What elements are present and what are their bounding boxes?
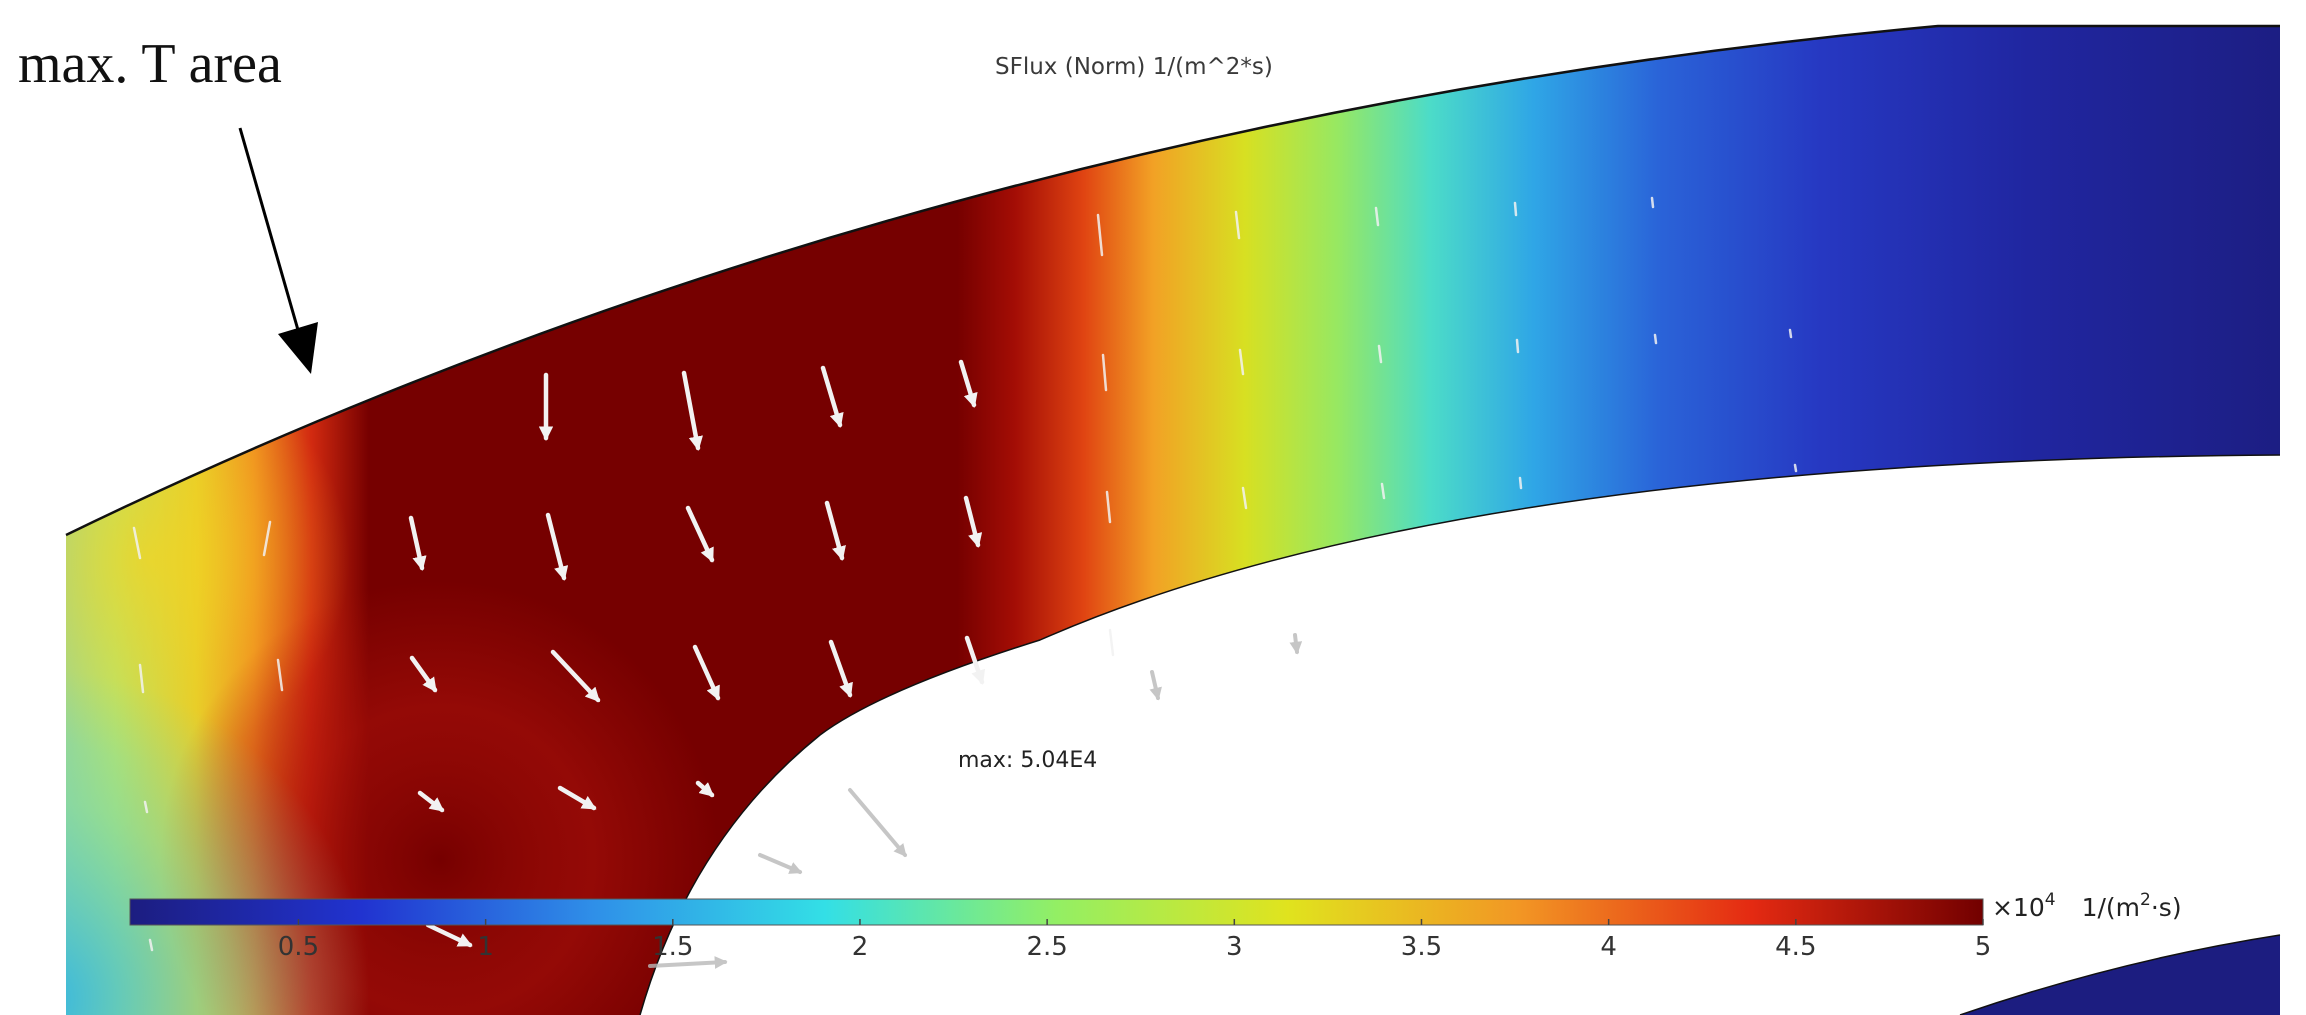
flux-arrow: [828, 639, 853, 698]
ghost-arrow: [848, 788, 907, 857]
flux-arrow: [820, 365, 844, 428]
flux-tick: [1513, 201, 1518, 217]
flux-tick: [1518, 476, 1523, 490]
colorbar-tick-label: 3: [1226, 932, 1243, 962]
flux-tick: [1653, 333, 1658, 345]
flux-arrow: [681, 370, 703, 451]
flux-arrow: [550, 649, 601, 703]
flux-tick: [1374, 206, 1380, 227]
flux-arrow: [425, 922, 473, 948]
flux-tick: [1241, 486, 1248, 510]
annotation-arrow: [238, 127, 318, 374]
flux-tick: [1105, 490, 1112, 524]
colorbar-unit-exp: 2: [2140, 890, 2151, 910]
flux-arrow: [958, 359, 978, 408]
flux-ticks: [132, 196, 1798, 952]
colorbar-tick-label: 2: [852, 932, 869, 962]
flux-tick: [1380, 482, 1386, 500]
flux-arrow: [964, 635, 986, 685]
ghost-arrows: [648, 633, 1303, 969]
flux-tick: [1788, 328, 1793, 339]
flux-arrow: [545, 512, 569, 581]
flux-arrow: [695, 780, 715, 798]
flux-tick: [1793, 463, 1798, 473]
adjacent-band: [1960, 935, 2280, 1015]
ghost-arrow: [1289, 633, 1303, 655]
colorbar-multiplier-exp: 4: [2045, 890, 2056, 910]
flux-tick: [1238, 348, 1245, 376]
colorbar: 0.5 1 1.5 2 2.5 3 3.5 4 4.5 5 ×104 1/(m2·s): [129, 890, 2182, 962]
flux-tick: [132, 526, 142, 560]
flux-arrow: [824, 500, 846, 561]
colorbar-tick-label: 1: [477, 932, 494, 962]
band-bottom-edge: [639, 454, 2281, 1015]
colorbar-unit-prefix: 1/(m: [2082, 893, 2140, 922]
flux-arrow: [692, 644, 721, 701]
flux-tick: [276, 658, 284, 692]
flux-tick: [1108, 628, 1115, 657]
flux-arrow: [557, 785, 597, 811]
colorbar-tick-label: 4: [1600, 932, 1617, 962]
flux-tick: [1234, 210, 1241, 240]
colorbar-tick-label: 0.5: [278, 932, 319, 962]
band-top-edge: [65, 24, 2280, 537]
flux-arrow: [963, 495, 983, 548]
flux-arrow: [685, 505, 715, 563]
flux-tick: [1101, 353, 1108, 392]
max-label: max: 5.04E4: [958, 748, 1097, 773]
flux-arrows: [408, 359, 986, 948]
colorbar-tick-label: 4.5: [1775, 932, 1816, 962]
flux-tick: [1650, 196, 1655, 209]
colorbar-unit: ×104 1/(m2·s): [1992, 890, 2182, 922]
annotation-label: max. T area: [18, 33, 282, 95]
colorbar-tick-label: 3.5: [1401, 932, 1442, 962]
plot-title: SFlux (Norm) 1/(m^2*s): [995, 54, 1273, 80]
flux-tick: [262, 520, 272, 557]
flux-arrow: [408, 515, 427, 571]
flux-arrow: [417, 790, 445, 813]
flux-tick: [1096, 213, 1104, 257]
colorbar-tick-label: 2.5: [1026, 932, 1067, 962]
flux-tick: [1515, 338, 1520, 354]
flux-tick: [1377, 344, 1383, 364]
colorbar-ticks: 0.5 1 1.5 2 2.5 3 3.5 4 4.5 5: [278, 919, 1991, 962]
colorbar-tick-label: 1.5: [652, 932, 693, 962]
flux-arrow: [409, 655, 438, 693]
colorbar-strip: [129, 898, 1984, 926]
ghost-arrow: [1149, 670, 1162, 701]
ghost-arrow: [648, 956, 728, 969]
ghost-arrow: [758, 853, 803, 874]
colorbar-unit-suffix: ·s): [2151, 893, 2182, 922]
flux-tick: [143, 800, 149, 814]
flux-tick: [148, 938, 154, 952]
colorbar-tick-label: 5: [1975, 932, 1992, 962]
flux-tick: [138, 663, 145, 694]
colorbar-multiplier-base: ×10: [1992, 893, 2045, 922]
